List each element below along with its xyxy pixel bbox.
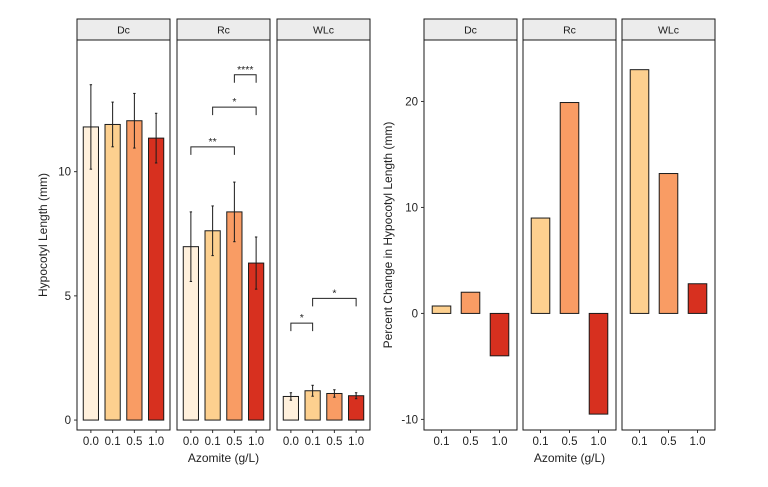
bar — [489, 312, 510, 357]
x-axis-title: Azomite (g/L) — [534, 451, 605, 465]
panel-border — [522, 39, 617, 431]
significance-label: **** — [237, 64, 253, 76]
y-tick-label: 0 — [65, 415, 71, 427]
bar — [629, 69, 650, 314]
bar — [226, 211, 243, 421]
panel-strip-label: Rc — [217, 25, 230, 37]
x-tick-label: 0.1 — [205, 436, 221, 448]
y-tick-label: -10 — [401, 414, 418, 426]
x-tick-label: 0.1 — [632, 436, 648, 448]
y-tick-label: 5 — [65, 291, 71, 303]
panel-dc: Dc 0.0 0.1 0.5 1.0 — [76, 18, 171, 448]
bar — [460, 291, 481, 314]
bar — [82, 126, 99, 421]
panel-border — [621, 39, 716, 431]
y-axis-title: Hypocotyl Length (mm) — [36, 173, 50, 297]
x-tick-label: 1.0 — [591, 436, 607, 448]
x-tick-label: 0.0 — [283, 436, 299, 448]
x-tick-label: 0.5 — [562, 436, 578, 448]
panel-strip-label: Rc — [563, 25, 576, 37]
panel-border — [176, 39, 271, 431]
x-tick-label: 1.0 — [492, 436, 508, 448]
x-tick-label: 0.5 — [661, 436, 677, 448]
x-tick-label: 1.0 — [348, 436, 364, 448]
x-tick-label: 0.5 — [226, 436, 242, 448]
significance-label: * — [232, 96, 236, 108]
x-tick-label: 1.0 — [148, 436, 164, 448]
panel-rc: Rc 0.1 0.5 1.0 — [522, 18, 617, 448]
x-tick-label: 1.0 — [690, 436, 706, 448]
x-tick-label: 0.0 — [183, 436, 199, 448]
bar — [588, 312, 609, 415]
x-tick-label: 0.1 — [533, 436, 549, 448]
panel-wlc: WLc 0.0 0.1 0.5 1.0 * * — [276, 18, 371, 448]
panel-strip-label: Dc — [117, 25, 130, 37]
bar — [148, 137, 165, 421]
y-tick-label: 0 — [412, 308, 418, 320]
x-tick-label: 0.0 — [83, 436, 99, 448]
bar — [204, 230, 221, 421]
x-tick-label: 0.1 — [434, 436, 450, 448]
y-axis-title: Percent Change in Hypocotyl Length (mm) — [381, 122, 395, 349]
bar — [104, 123, 121, 421]
panel-strip-label: WLc — [313, 25, 334, 37]
panel-strip-label: WLc — [658, 25, 679, 37]
y-tick-label: 10 — [405, 202, 418, 214]
bar — [658, 173, 679, 314]
bar — [431, 305, 452, 314]
panel-wlc: WLc 0.1 0.5 1.0 — [621, 18, 716, 448]
bar — [559, 102, 580, 314]
panel-border — [76, 39, 171, 431]
y-tick-label: 10 — [58, 167, 71, 179]
x-tick-label: 0.5 — [326, 436, 342, 448]
significance-label: * — [300, 312, 304, 324]
significance-bracket — [312, 297, 357, 307]
bar — [530, 217, 551, 314]
panel-border — [276, 39, 371, 431]
x-tick-label: 0.1 — [305, 436, 321, 448]
bar — [126, 120, 143, 421]
significance-label: ** — [209, 136, 217, 148]
x-tick-label: 0.5 — [126, 436, 142, 448]
bar — [687, 283, 708, 314]
x-tick-label: 0.5 — [463, 436, 479, 448]
significance-bracket — [290, 322, 314, 332]
significance-bracket — [233, 74, 257, 83]
significance-bracket — [212, 106, 257, 116]
y-tick-label: 20 — [405, 96, 418, 108]
percent-change-chart: Dc 0.1 0.5 1.0 Rc 0.1 0.5 1.0 WLc 0.1 0.5 1.0 -10 0 10… — [381, 18, 716, 465]
significance-bracket — [190, 146, 235, 155]
panel-dc: Dc 0.1 0.5 1.0 — [423, 18, 518, 448]
x-axis-title: Azomite (g/L) — [188, 451, 259, 465]
panel-strip-label: Dc — [464, 25, 477, 37]
panel-rc: Rc0.0 0.1 0.5 1.0******* — [176, 18, 271, 448]
x-tick-label: 0.1 — [105, 436, 121, 448]
x-tick-label: 1.0 — [248, 436, 264, 448]
bar — [348, 395, 365, 421]
panel-border — [423, 39, 518, 431]
significance-label: * — [332, 287, 336, 299]
